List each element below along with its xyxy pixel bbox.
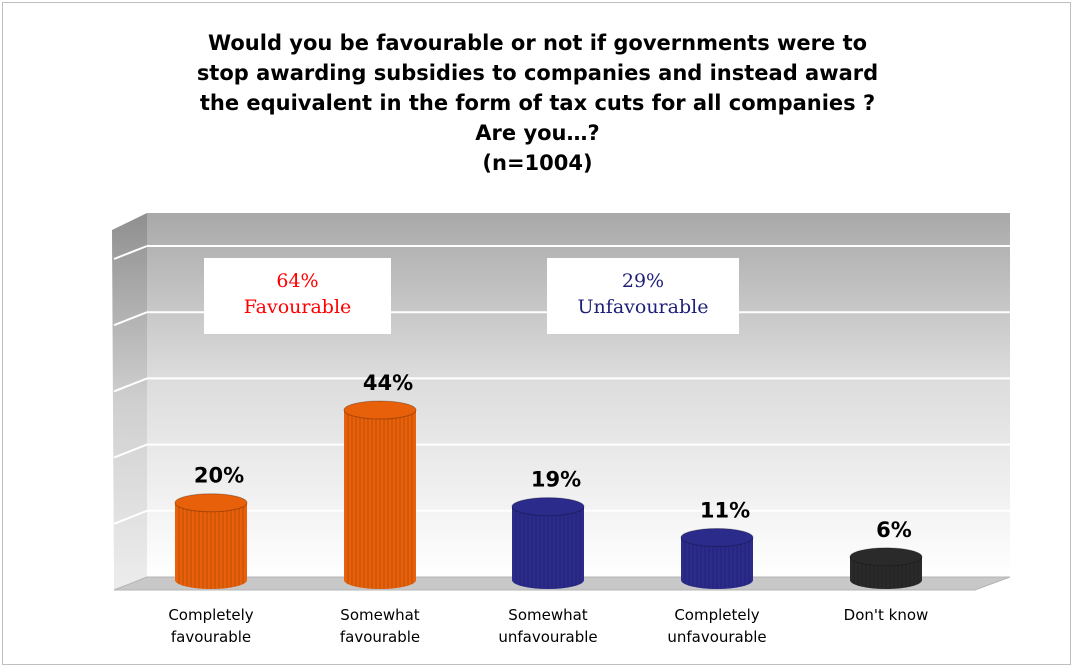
bar-top <box>849 547 923 567</box>
bar <box>511 497 585 589</box>
title-line: Would you be favourable or not if govern… <box>207 31 868 55</box>
title-line: stop awarding subsidies to companies and… <box>196 61 879 85</box>
bar-top <box>680 528 754 547</box>
bar-body <box>175 502 247 589</box>
category-label-line: Somewhat <box>508 606 588 624</box>
chart-title: Would you be favourable or not if govern… <box>0 28 1075 178</box>
category-label: Somewhat favourable <box>300 604 460 648</box>
bar <box>680 528 754 589</box>
gridline-side <box>113 377 148 393</box>
bar-value-label: 19% <box>531 468 581 492</box>
bar-value-label: 6% <box>876 518 912 542</box>
bar-top <box>174 493 248 513</box>
title-line: the equivalent in the form of tax cuts f… <box>199 91 876 115</box>
category-label-line: favourable <box>170 628 252 646</box>
bar-body <box>681 537 753 589</box>
gridline-side <box>113 311 148 327</box>
favourable-label: Favourable <box>243 296 352 318</box>
bars <box>174 400 923 589</box>
unfavourable-summary-box: 29% Unfavourable <box>547 258 739 334</box>
gridline-side <box>113 245 148 260</box>
bar <box>174 493 248 589</box>
bar-body <box>512 506 584 589</box>
category-label-line: Completely <box>674 606 760 624</box>
bar-value-label: 20% <box>194 464 244 488</box>
bar-value-label: 44% <box>363 371 413 395</box>
side-wall <box>112 213 147 590</box>
title-line: Are you…? <box>475 121 600 145</box>
category-label: Completely unfavourable <box>637 604 797 648</box>
category-label: Don't know <box>806 604 966 626</box>
category-label-line: unfavourable <box>498 628 598 646</box>
category-label-line: Somewhat <box>340 606 420 624</box>
category-label: Somewhat unfavourable <box>468 604 628 648</box>
bar-top <box>511 497 585 517</box>
bar-top <box>343 400 417 420</box>
bar-body <box>344 410 416 589</box>
unfavourable-percent: 29% <box>621 270 665 292</box>
category-label-line: Completely <box>168 606 254 624</box>
value-labels: 20% 44% 19% 11% 6% <box>194 371 912 542</box>
bar-value-label: 11% <box>700 499 750 523</box>
bar <box>849 547 923 589</box>
category-label: Completely favourable <box>131 604 291 648</box>
favourable-summary-box: 64% Favourable <box>204 258 391 334</box>
bar <box>343 400 417 589</box>
gridline-side <box>113 509 148 525</box>
favourable-percent: 64% <box>276 270 319 292</box>
category-label-line: unfavourable <box>667 628 767 646</box>
category-label-line: favourable <box>339 628 421 646</box>
gridline-side <box>113 443 148 459</box>
bar-body <box>850 556 922 589</box>
unfavourable-label: Unfavourable <box>577 296 709 318</box>
title-line: (n=1004) <box>482 151 593 175</box>
category-label-line: Don't know <box>843 606 929 624</box>
